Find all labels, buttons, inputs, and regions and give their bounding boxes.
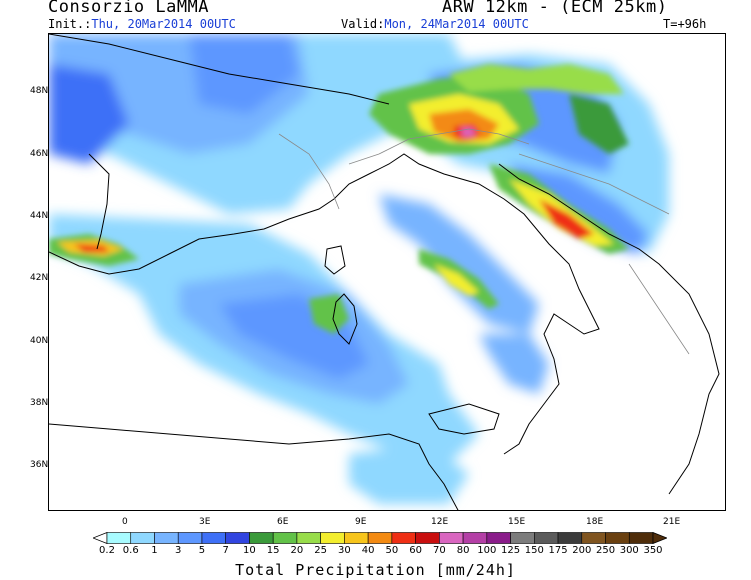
colorbar-tick-label: 1 [151,545,158,556]
init-value: Thu, 20Mar2014 00UTC [91,17,236,31]
colorbar-arrow-left [93,532,108,544]
lon-label: 15E [508,517,526,527]
colorbar-tick-label: 25 [314,545,328,556]
colorbar-tick-label: 175 [548,545,568,556]
org-title: Consorzio LaMMA [48,0,210,17]
init-time: Init.:Thu, 20Mar2014 00UTC [48,17,236,31]
colorbar-tick-label: 300 [619,545,639,556]
colorbar-swatch [510,532,535,544]
valid-time: Valid:Mon, 24Mar2014 00UTC [341,17,529,31]
colorbar-swatch [581,532,606,544]
colorbar-swatch [439,532,464,544]
precip-field-intense [49,64,629,334]
colorbar [93,532,667,544]
colorbar-swatch [628,532,654,544]
colorbar-tick-label: 100 [477,545,497,556]
lon-label: 3E [199,517,211,527]
lat-label: 46N [30,149,49,159]
colorbar-tick-label: 50 [385,545,399,556]
colorbar-swatch [201,532,226,544]
colorbar-tick-label: 70 [432,545,446,556]
colorbar-swatch [415,532,440,544]
colorbar-swatch [367,532,393,544]
colorbar-swatch [605,532,630,544]
colorbar-swatch [225,532,250,544]
lat-label: 42N [30,273,49,283]
precipitation-map [48,33,726,511]
valid-label: Valid: [341,17,385,31]
lon-label: 12E [431,517,449,527]
colorbar-tick-label: 40 [361,545,375,556]
lon-label: 6E [277,517,289,527]
colorbar-tick-label: 350 [643,545,663,556]
colorbar-title: Total Precipitation [mm/24h] [235,561,516,579]
colorbar-swatch [106,532,132,544]
lat-label: 48N [30,86,49,96]
colorbar-tick-label: 125 [501,545,521,556]
init-label: Init.: [48,17,92,31]
colorbar-tick-label: 0.2 [99,545,115,556]
lon-label: 21E [663,517,681,527]
colorbar-tick-label: 200 [572,545,592,556]
colorbar-swatch [462,532,488,544]
colorbar-swatch [177,532,203,544]
colorbar-tick-label: 20 [290,545,304,556]
colorbar-swatch [391,532,416,544]
lat-label: 38N [30,398,49,408]
lat-label: 44N [30,211,49,221]
colorbar-swatch [130,532,155,544]
colorbar-tick-label: 80 [456,545,470,556]
colorbar-swatch [272,532,298,544]
colorbar-swatch [320,532,345,544]
colorbar-tick-label: 30 [338,545,351,556]
lon-label: 0 [122,517,128,527]
colorbar-tick-label: 150 [524,545,544,556]
borders [278,128,690,355]
coastlines [49,34,720,510]
colorbar-tick-label: 60 [409,545,422,556]
colorbar-tick-label: 15 [266,545,280,556]
model-title: ARW 12km - (ECM 25km) [442,0,668,17]
colorbar-swatch [534,532,559,544]
colorbar-swatch [154,532,179,544]
lat-label: 40N [30,336,49,346]
colorbar-swatch [296,532,321,544]
colorbar-swatch [344,532,369,544]
colorbar-tick-label: 7 [222,545,229,556]
lon-label: 9E [355,517,367,527]
colorbar-tick-label: 250 [595,545,616,556]
colorbar-tick-label: 5 [198,545,206,556]
colorbar-swatch [557,532,583,544]
valid-value: Mon, 24Mar2014 00UTC [384,17,529,31]
colorbar-arrow-right [652,532,667,544]
colorbar-tick-label: 3 [175,545,182,556]
colorbar-swatch [486,532,511,544]
colorbar-tick-label: 10 [243,545,256,556]
colorbar-swatch [249,532,274,544]
colorbar-tick-label: 0.6 [122,545,139,556]
lead-time: T=+96h [663,17,707,31]
lon-label: 18E [586,517,604,527]
lat-label: 36N [30,460,49,470]
